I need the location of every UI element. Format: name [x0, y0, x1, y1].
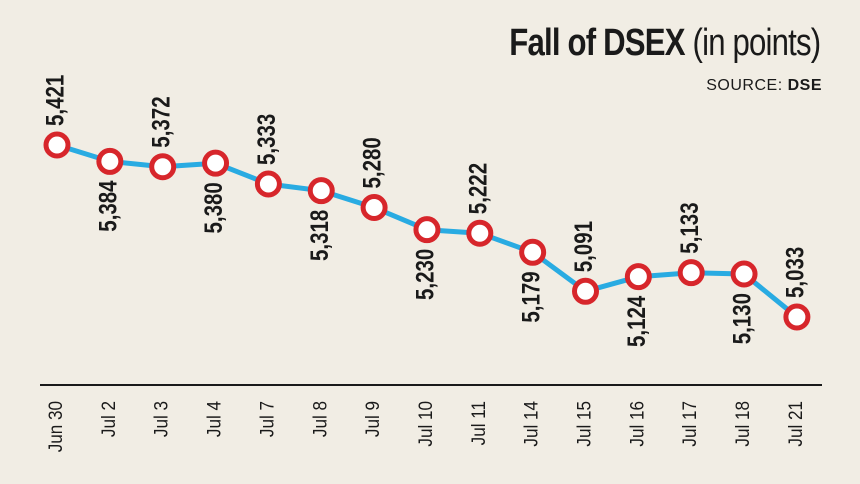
data-label-15: 5,033	[781, 247, 809, 298]
data-point-11	[572, 277, 599, 305]
data-label-7: 5,280	[358, 137, 386, 188]
data-point-6	[307, 177, 335, 205]
x-tick-label-8: Jul 10	[415, 401, 436, 447]
data-label-2: 5,384	[93, 180, 121, 232]
x-tick-label-14: Jul 18	[732, 401, 753, 447]
x-tick-label-2: Jul 2	[98, 401, 119, 437]
data-label-13: 5,133	[675, 202, 703, 253]
x-tick-label-4: Jul 4	[204, 401, 225, 437]
data-point-3	[149, 153, 177, 181]
chart-source: SOURCE: DSE	[706, 77, 822, 95]
x-tick-label-15: Jul 21	[785, 401, 806, 447]
chart-title: Fall of DSEX (in points)	[508, 22, 821, 65]
data-label-6: 5,318	[305, 209, 333, 261]
data-point-5	[254, 170, 282, 198]
data-point-12	[624, 263, 652, 291]
data-point-15	[783, 303, 811, 331]
data-point-13	[677, 259, 705, 287]
chart-title-main: Fall of DSEX	[508, 22, 685, 64]
data-point-14	[730, 260, 758, 288]
data-label-14: 5,130	[728, 293, 756, 344]
data-label-4: 5,380	[199, 182, 227, 233]
x-tick-label-1: Jun 30	[45, 401, 66, 452]
x-tick-label-5: Jul 7	[257, 401, 278, 437]
data-label-3: 5,372	[146, 96, 174, 147]
data-point-10	[519, 238, 547, 266]
data-label-11: 5,091	[569, 221, 597, 273]
data-point-7	[360, 194, 388, 222]
data-label-9: 5,222	[463, 163, 491, 214]
x-tick-label-6: Jul 8	[309, 401, 330, 437]
data-label-12: 5,124	[622, 295, 650, 347]
x-tick-label-12: Jul 16	[627, 401, 648, 447]
data-label-10: 5,179	[516, 271, 544, 322]
data-point-2	[96, 147, 124, 175]
x-tick-label-3: Jul 3	[151, 401, 172, 437]
data-label-8: 5,230	[411, 249, 439, 300]
x-tick-label-7: Jul 9	[362, 401, 383, 437]
x-tick-label-13: Jul 17	[679, 401, 700, 447]
x-tick-label-10: Jul 14	[521, 401, 542, 447]
data-point-9	[466, 219, 494, 247]
data-point-4	[202, 149, 230, 177]
chart-title-units: (in points)	[692, 22, 821, 64]
data-point-1	[43, 131, 71, 159]
source-label: SOURCE:	[706, 77, 783, 94]
source-value: DSE	[787, 77, 822, 94]
x-tick-label-9: Jul 11	[468, 401, 489, 445]
data-label-5: 5,333	[252, 114, 280, 165]
data-point-8	[413, 216, 441, 244]
data-label-1: 5,421	[41, 74, 69, 126]
x-tick-label-11: Jul 15	[574, 401, 595, 447]
